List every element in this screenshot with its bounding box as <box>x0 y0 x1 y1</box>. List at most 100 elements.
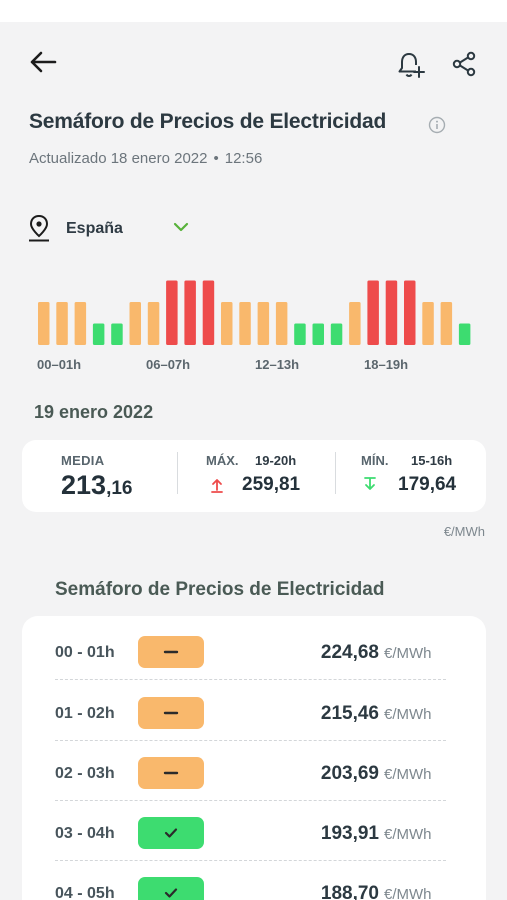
unit-note: €/MWh <box>443 524 485 539</box>
dash-icon <box>163 771 179 775</box>
top-bar <box>0 22 507 102</box>
bell-plus-icon <box>398 53 425 78</box>
location-pin-icon <box>29 214 49 242</box>
min-hour: 15-16h <box>411 453 453 468</box>
row-hour: 04 - 05h <box>55 885 115 900</box>
info-icon[interactable] <box>428 116 446 134</box>
chart-bar <box>330 323 343 345</box>
check-icon <box>164 888 178 898</box>
chart-bar <box>440 302 453 345</box>
row-unit: €/MWh <box>384 645 432 662</box>
row-divider <box>55 800 446 801</box>
row-unit: €/MWh <box>384 706 432 723</box>
chart-bar <box>56 302 68 345</box>
updated-separator: • <box>213 150 219 167</box>
updated-timestamp: Actualizado 18 enero 2022 • 12:56 <box>29 150 262 167</box>
chart-bar <box>166 280 178 345</box>
list-item[interactable]: 01 - 02h 215,46 €/MWh <box>22 681 486 741</box>
min-label: MÍN. <box>361 453 389 468</box>
row-price: 203,69 <box>320 763 379 784</box>
average-value: 213,16 <box>61 470 132 501</box>
chart-bar <box>147 302 160 345</box>
dash-icon <box>163 711 179 715</box>
chart-bar <box>202 280 215 345</box>
list-item[interactable]: 02 - 03h 203,69 €/MWh <box>22 741 486 801</box>
chart-tick-label: 06–07h <box>146 357 190 372</box>
arrow-up-icon <box>206 474 228 496</box>
price-summary-card: MEDIA 213,16 MÁX. 19-20h 259,81 MÍN. 15-… <box>22 440 486 512</box>
share-button[interactable] <box>450 50 480 80</box>
chart-bar <box>111 323 123 345</box>
chevron-down-icon <box>173 222 189 232</box>
row-price: 224,68 <box>320 642 379 663</box>
back-button[interactable] <box>28 50 62 78</box>
chart-bar <box>221 302 233 345</box>
chart-bar <box>404 280 416 345</box>
chart-bar <box>239 302 251 345</box>
price-level-badge <box>138 636 204 668</box>
price-level-badge <box>138 877 204 900</box>
status-bar <box>0 0 507 22</box>
row-divider <box>55 740 446 741</box>
chart-bar <box>294 323 306 345</box>
region-label: España <box>66 220 123 237</box>
row-divider <box>55 860 446 861</box>
chart-bar <box>349 302 361 345</box>
price-level-badge <box>138 757 204 789</box>
average-decimals: ,16 <box>106 478 133 499</box>
max-hour: 19-20h <box>255 453 297 468</box>
chart-tick-label: 00–01h <box>37 357 81 372</box>
check-icon <box>164 828 178 838</box>
row-unit: €/MWh <box>384 826 432 843</box>
updated-date: Actualizado 18 enero 2022 <box>29 150 208 167</box>
max-value: 259,81 <box>242 474 301 495</box>
chart-bar <box>385 280 398 345</box>
row-price: 215,46 <box>320 703 379 724</box>
chart-tick-label: 12–13h <box>255 357 299 372</box>
chart-bar <box>92 323 105 345</box>
min-value: 179,64 <box>398 474 457 495</box>
dash-icon <box>163 650 179 654</box>
row-unit: €/MWh <box>384 766 432 783</box>
row-price: 193,91 <box>320 823 379 844</box>
list-item[interactable]: 03 - 04h 193,91 €/MWh <box>22 801 486 861</box>
hourly-price-chart: 00–01h 06–07h 12–13h 18–19h <box>37 280 471 372</box>
chart-bar <box>38 302 50 345</box>
chart-bar <box>74 302 87 345</box>
chart-bar <box>367 280 379 345</box>
average-int: 213 <box>61 470 107 500</box>
hourly-price-list: 00 - 01h 224,68 €/MWh 01 - 02h 215,46 €/… <box>22 616 486 900</box>
chart-bar <box>257 302 270 345</box>
average-label: MEDIA <box>61 453 105 468</box>
arrow-left-icon <box>30 51 57 73</box>
row-divider <box>55 679 446 680</box>
list-item[interactable]: 04 - 05h 188,70 €/MWh <box>22 861 486 900</box>
list-item[interactable]: 00 - 01h 224,68 €/MWh <box>22 620 486 680</box>
share-icon <box>452 51 476 77</box>
page-title: Semáforo de Precios de Electricidad <box>29 110 387 133</box>
row-hour: 02 - 03h <box>55 765 115 782</box>
row-unit: €/MWh <box>384 886 432 900</box>
region-selector[interactable]: España <box>28 214 228 244</box>
chart-bar <box>184 280 196 345</box>
chart-bar <box>275 302 288 345</box>
chart-bar <box>422 302 434 345</box>
list-title: Semáforo de Precios de Electricidad <box>55 579 385 600</box>
chart-tick-label: 18–19h <box>364 357 408 372</box>
chart-bar <box>129 302 141 345</box>
price-level-badge <box>138 817 204 849</box>
max-label: MÁX. <box>206 453 239 468</box>
notification-button[interactable] <box>396 50 426 80</box>
arrow-down-icon <box>359 474 381 496</box>
row-hour: 03 - 04h <box>55 825 115 842</box>
chart-bar <box>458 323 471 345</box>
row-hour: 00 - 01h <box>55 644 115 661</box>
chart-bar <box>312 323 324 345</box>
divider <box>177 452 178 494</box>
summary-date: 19 enero 2022 <box>34 402 154 422</box>
row-hour: 01 - 02h <box>55 705 115 722</box>
row-price: 188,70 <box>320 883 379 900</box>
divider <box>335 452 336 494</box>
updated-time: 12:56 <box>224 150 263 167</box>
price-level-badge <box>138 697 204 729</box>
